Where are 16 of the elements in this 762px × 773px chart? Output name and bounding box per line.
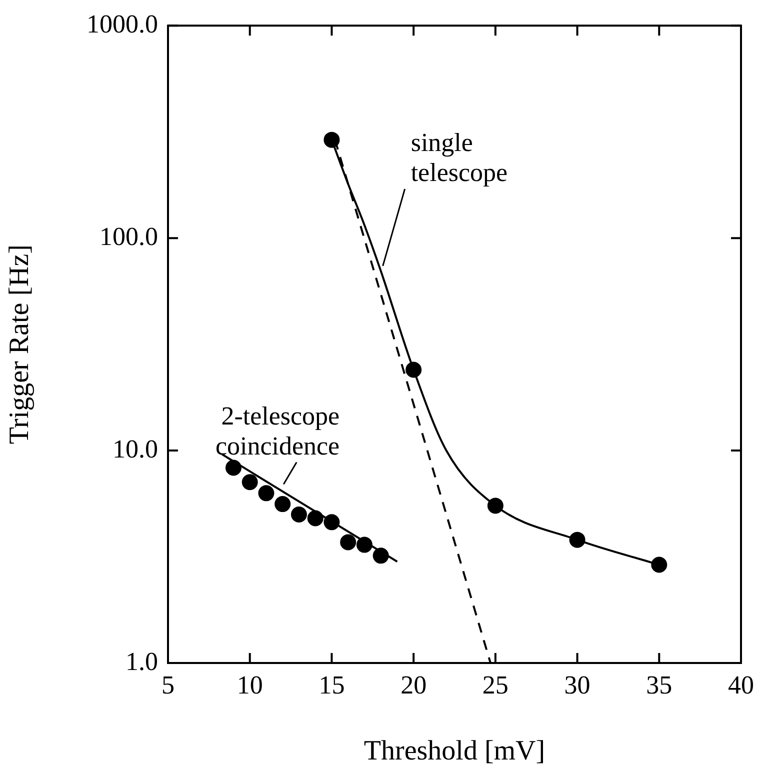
x-tick-label: 10 [236, 670, 263, 700]
x-tick-label: 5 [162, 670, 174, 700]
x-tick-label: 35 [646, 670, 672, 700]
annotation: single telescope [410, 128, 508, 187]
y-tick-label: 1000.0 [86, 9, 158, 38]
x-tick-label: 25 [482, 670, 508, 700]
annotation: 2-telescope coincidence [215, 401, 340, 460]
x-tick-label: 15 [318, 670, 345, 700]
y-tick-label: 100.0 [100, 222, 158, 251]
x-axis-title: Threshold [mV] [364, 736, 546, 767]
x-tick-label: 20 [400, 670, 427, 700]
y-tick-label: 10.0 [112, 434, 158, 464]
y-tick-label: 1.0 [126, 646, 158, 676]
y-axis-title: Trigger Rate [Hz] [4, 244, 36, 444]
x-tick-label: 40 [728, 670, 754, 700]
x-tick-label: 30 [564, 670, 590, 700]
